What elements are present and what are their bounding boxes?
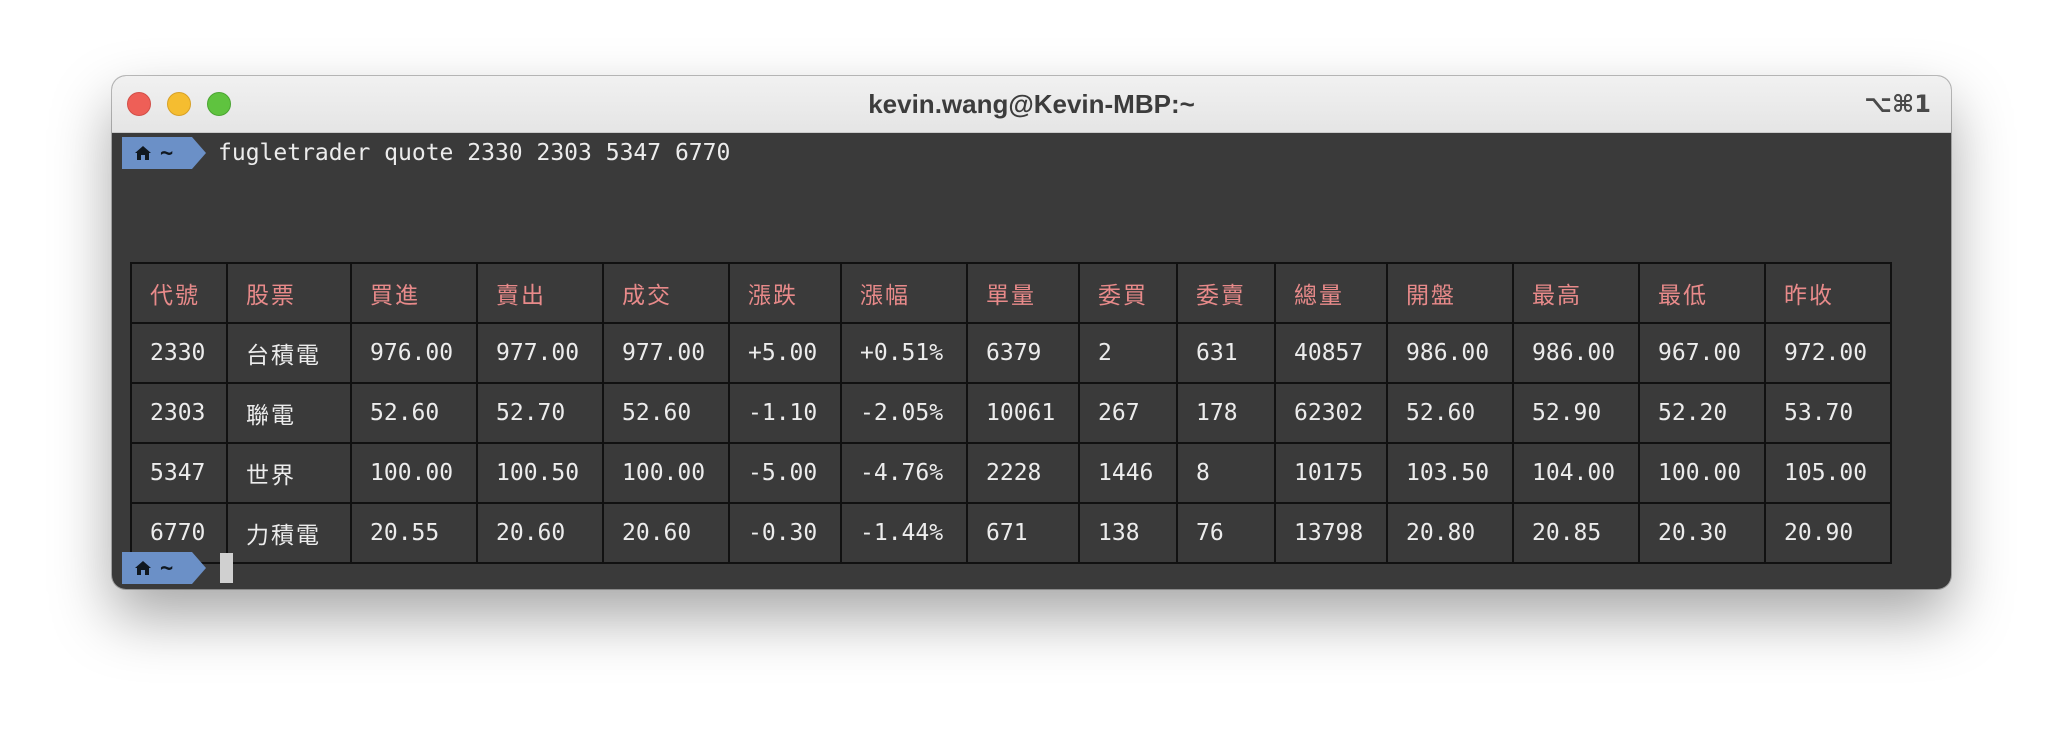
table-row: 2330 台積電 976.00 977.00 977.00 +5.00 +0.51% 6379… (130, 322, 1892, 384)
prompt-line-command: ~ fugletrader quote 2330 2303 5347 6770 (122, 137, 730, 169)
cell-last: 20.60 (602, 502, 730, 564)
table-row: 2303 聯電 52.60 52.70 52.60 -1.10 -2.05% 10061 267… (130, 382, 1892, 444)
column-header-ask-vol: 委賣 (1176, 262, 1276, 324)
cell-high: 52.90 (1512, 382, 1640, 444)
column-header-ask: 賣出 (476, 262, 604, 324)
cell-high: 986.00 (1512, 322, 1640, 384)
cell-code: 2303 (130, 382, 228, 444)
cell-change-pct: -1.44% (840, 502, 968, 564)
cell-change-pct: -4.76% (840, 442, 968, 504)
title-bar[interactable]: kevin.wang@Kevin-MBP:~ ⌥⌘1 (112, 76, 1951, 133)
cell-open: 103.50 (1386, 442, 1514, 504)
cell-bid-vol: 267 (1078, 382, 1178, 444)
column-header-prev-close: 昨收 (1764, 262, 1892, 324)
prompt-badge: ~ (122, 137, 206, 169)
column-header-change-pct: 漲幅 (840, 262, 968, 324)
column-header-open: 開盤 (1386, 262, 1514, 324)
cell-low: 52.20 (1638, 382, 1766, 444)
cell-ask: 977.00 (476, 322, 604, 384)
terminal-window: kevin.wang@Kevin-MBP:~ ⌥⌘1 ~ fugletrader… (112, 76, 1951, 589)
cell-name: 台積電 (226, 322, 352, 384)
cell-ask: 100.50 (476, 442, 604, 504)
prompt-badge: ~ (122, 552, 206, 584)
cell-bid: 52.60 (350, 382, 478, 444)
cell-tick-vol: 6379 (966, 322, 1080, 384)
cell-change: -5.00 (728, 442, 842, 504)
column-header-last: 成交 (602, 262, 730, 324)
cell-prev-close: 53.70 (1764, 382, 1892, 444)
column-header-bid: 買進 (350, 262, 478, 324)
prompt-line-empty: ~ (122, 552, 233, 584)
cell-bid-vol: 2 (1078, 322, 1178, 384)
cell-ask: 20.60 (476, 502, 604, 564)
cell-change-pct: +0.51% (840, 322, 968, 384)
cell-last: 52.60 (602, 382, 730, 444)
cell-open: 986.00 (1386, 322, 1514, 384)
cell-open: 52.60 (1386, 382, 1514, 444)
text-cursor (220, 553, 233, 583)
cell-ask: 52.70 (476, 382, 604, 444)
cell-last: 977.00 (602, 322, 730, 384)
prompt-cwd: ~ (160, 140, 174, 166)
cell-last: 100.00 (602, 442, 730, 504)
cell-tick-vol: 2228 (966, 442, 1080, 504)
cell-prev-close: 105.00 (1764, 442, 1892, 504)
cell-high: 20.85 (1512, 502, 1640, 564)
cell-change: +5.00 (728, 322, 842, 384)
cell-total-vol: 13798 (1274, 502, 1388, 564)
cell-code: 2330 (130, 322, 228, 384)
cell-low: 100.00 (1638, 442, 1766, 504)
cell-prev-close: 972.00 (1764, 322, 1892, 384)
cell-change-pct: -2.05% (840, 382, 968, 444)
prompt-cwd: ~ (160, 555, 174, 581)
cell-bid: 100.00 (350, 442, 478, 504)
terminal-content[interactable]: ~ fugletrader quote 2330 2303 5347 6770 … (112, 133, 1951, 589)
cell-high: 104.00 (1512, 442, 1640, 504)
command-text: fugletrader quote 2330 2303 5347 6770 (218, 140, 731, 166)
table-header-row: 代號 股票 買進 賣出 成交 漲跌 漲幅 單量 委買 委賣 總量 開盤 最高 最低 昨收 (130, 262, 1892, 324)
cell-ask-vol: 8 (1176, 442, 1276, 504)
cell-bid: 976.00 (350, 322, 478, 384)
column-header-name: 股票 (226, 262, 352, 324)
cell-tick-vol: 671 (966, 502, 1080, 564)
cell-code: 5347 (130, 442, 228, 504)
cell-name: 世界 (226, 442, 352, 504)
home-icon (135, 561, 151, 575)
home-icon (135, 146, 151, 160)
cell-open: 20.80 (1386, 502, 1514, 564)
cell-change: -1.10 (728, 382, 842, 444)
cell-total-vol: 62302 (1274, 382, 1388, 444)
window-shortcut: ⌥⌘1 (1864, 90, 1931, 118)
cell-change: -0.30 (728, 502, 842, 564)
cell-bid: 20.55 (350, 502, 478, 564)
window-title: kevin.wang@Kevin-MBP:~ (868, 89, 1195, 119)
column-header-bid-vol: 委買 (1078, 262, 1178, 324)
cell-ask-vol: 178 (1176, 382, 1276, 444)
cell-bid-vol: 138 (1078, 502, 1178, 564)
close-button[interactable] (127, 92, 151, 116)
cell-bid-vol: 1446 (1078, 442, 1178, 504)
column-header-high: 最高 (1512, 262, 1640, 324)
cell-name: 聯電 (226, 382, 352, 444)
cell-prev-close: 20.90 (1764, 502, 1892, 564)
cell-name: 力積電 (226, 502, 352, 564)
column-header-low: 最低 (1638, 262, 1766, 324)
cell-low: 20.30 (1638, 502, 1766, 564)
minimize-button[interactable] (167, 92, 191, 116)
cell-ask-vol: 76 (1176, 502, 1276, 564)
table-row: 5347 世界 100.00 100.50 100.00 -5.00 -4.76% 2228 1… (130, 442, 1892, 504)
maximize-button[interactable] (207, 92, 231, 116)
cell-total-vol: 10175 (1274, 442, 1388, 504)
column-header-change: 漲跌 (728, 262, 842, 324)
cell-low: 967.00 (1638, 322, 1766, 384)
cell-ask-vol: 631 (1176, 322, 1276, 384)
column-header-tick-vol: 單量 (966, 262, 1080, 324)
table-row: 6770 力積電 20.55 20.60 20.60 -0.30 -1.44% 671 138 7… (130, 502, 1892, 564)
column-header-total-vol: 總量 (1274, 262, 1388, 324)
cell-total-vol: 40857 (1274, 322, 1388, 384)
cell-tick-vol: 10061 (966, 382, 1080, 444)
column-header-code: 代號 (130, 262, 228, 324)
quote-table: 代號 股票 買進 賣出 成交 漲跌 漲幅 單量 委買 委賣 總量 開盤 最高 最低 昨收 2330 台積電 97… (130, 262, 1892, 564)
